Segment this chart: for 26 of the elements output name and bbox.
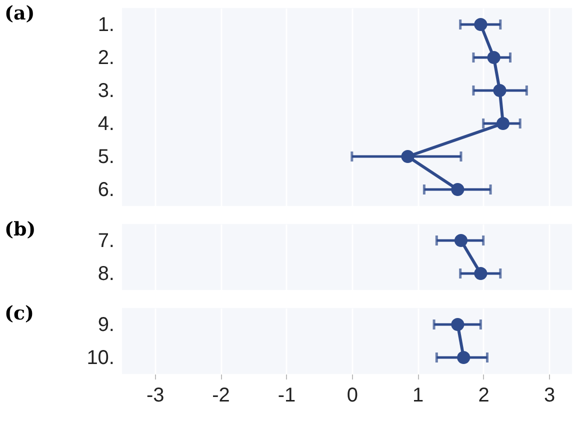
y-tick-label: 9. (98, 314, 114, 336)
x-tick-label: 0 (346, 384, 358, 406)
point (451, 182, 464, 196)
y-tick-label: 10. (86, 347, 114, 369)
chart-title: (c) (4, 302, 34, 324)
chart-title: (b) (4, 218, 36, 240)
y-tick-label: 1. (98, 14, 114, 36)
y-tick-label: 4. (98, 113, 114, 135)
x-tick-label: 1 (412, 384, 424, 406)
x-tick-label: -2 (212, 384, 230, 406)
x-tick-label: -3 (146, 384, 164, 406)
point (401, 150, 414, 164)
y-tick-label: 3. (98, 80, 114, 102)
point (496, 116, 510, 130)
y-tick-label: 5. (98, 146, 114, 168)
y-tick-label: 8. (98, 263, 114, 285)
y-tick-label: 6. (98, 179, 114, 201)
point (493, 84, 506, 98)
x-tick-label: 3 (544, 384, 556, 406)
y-tick-label: 7. (98, 230, 114, 252)
x-tick-label: 2 (478, 384, 490, 406)
chart-title: (a) (4, 2, 35, 24)
y-tick-label: 2. (98, 47, 114, 69)
point (474, 18, 488, 32)
point (487, 50, 500, 64)
x-tick-label: -1 (278, 384, 296, 406)
